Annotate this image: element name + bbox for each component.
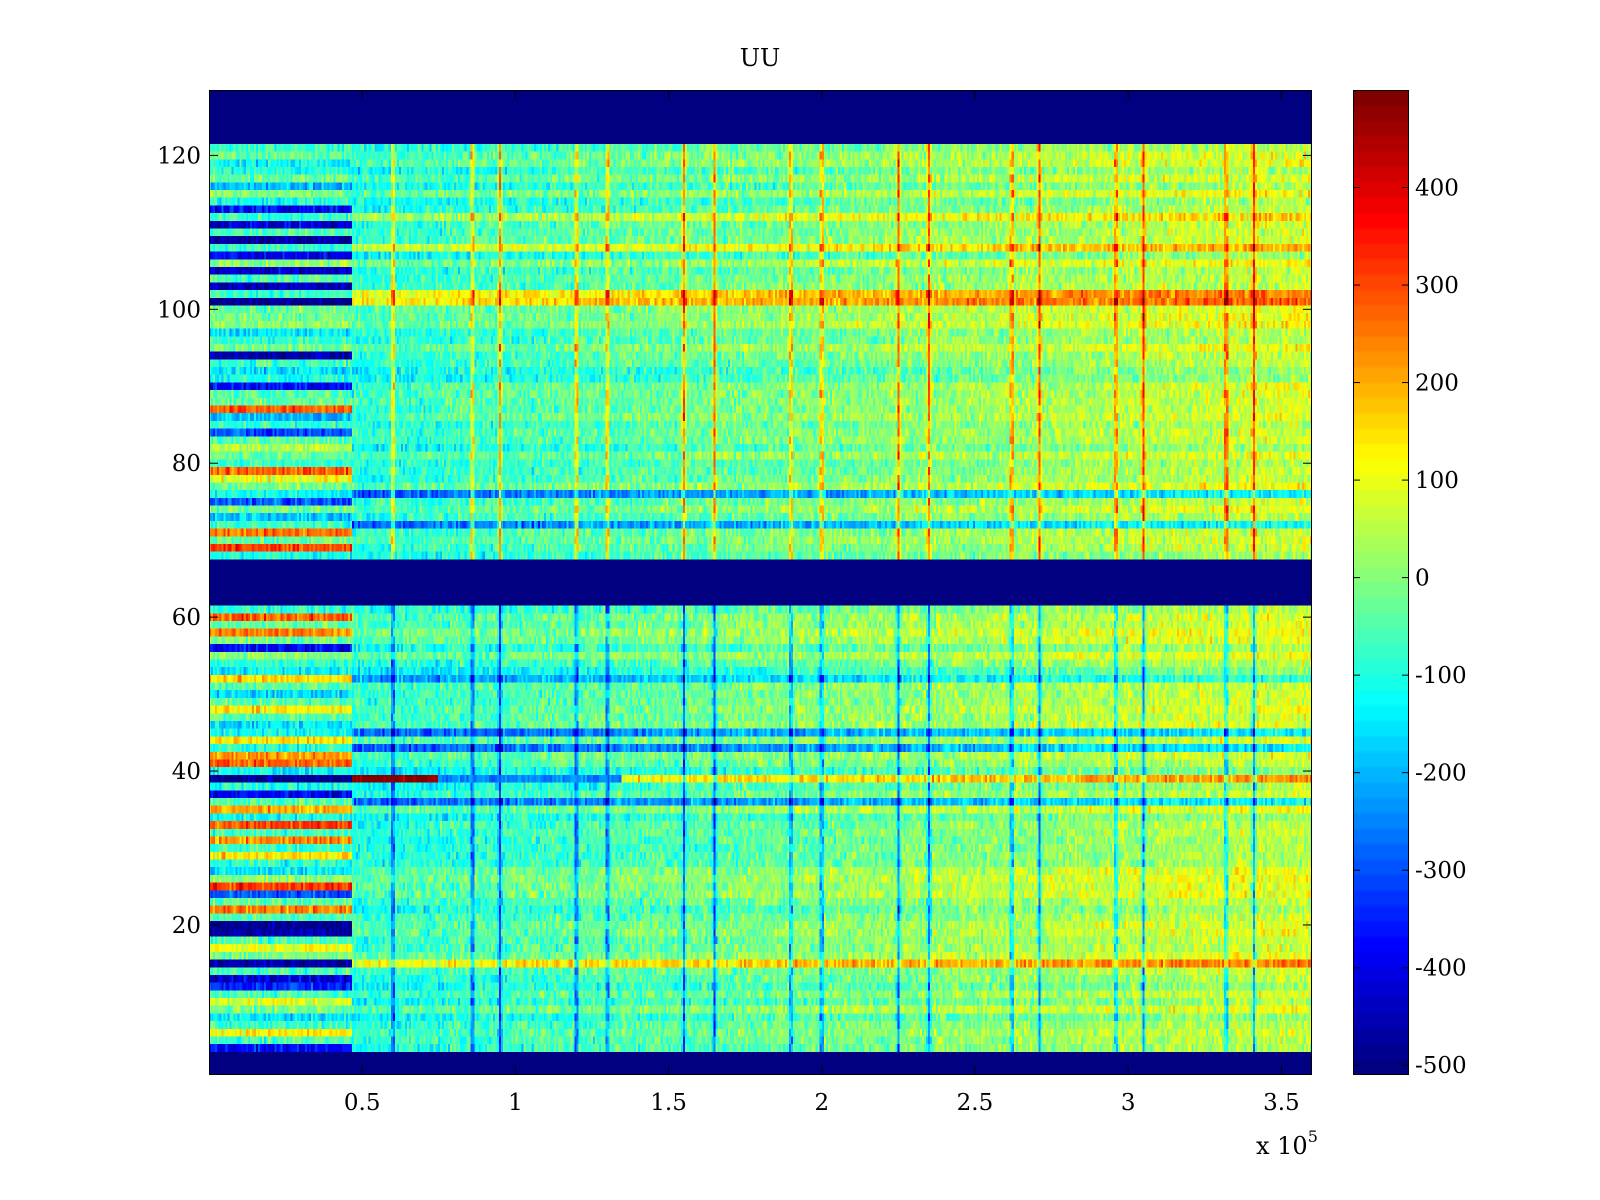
colorbar-tick-label: -100 [1415, 663, 1467, 689]
colorbar-axis: 400 300 200 100 0 -100 -200 -300 -400 -500 [1353, 176, 1467, 1079]
x-axis: 0.5 1 1.5 2 2.5 3 3.5 [344, 90, 1300, 1116]
colorbar-tick-label: 0 [1415, 566, 1430, 592]
x-tick-label: 0.5 [344, 1090, 381, 1116]
colorbar-tick-label: -400 [1415, 956, 1467, 982]
x-tick-label: 3.5 [1263, 1090, 1300, 1116]
colorbar-tick-label: -300 [1415, 858, 1467, 884]
y-tick-label: 40 [172, 759, 201, 785]
heatmap-image [209, 90, 1312, 1075]
colorbar-image [1353, 90, 1409, 1075]
x-multiplier-base: x 10 [1256, 1132, 1308, 1160]
x-multiplier-exponent: 5 [1308, 1127, 1318, 1146]
x-multiplier-label: x 105 [1256, 1127, 1318, 1160]
y-tick-label: 20 [172, 913, 201, 939]
x-tick-label: 1.5 [650, 1090, 687, 1116]
y-tick-label: 60 [172, 605, 201, 631]
x-tick-label: 2 [814, 1090, 829, 1116]
y-axis: 20 40 60 80 100 120 [157, 143, 1312, 939]
colorbar-tick-label: -500 [1415, 1053, 1467, 1079]
colorbar-frame [1353, 90, 1409, 1075]
colorbar-tick-label: 300 [1415, 273, 1459, 299]
chart-title: UU [740, 44, 780, 72]
colorbar-tick-label: 200 [1415, 371, 1459, 397]
y-tick-label: 100 [157, 297, 201, 323]
colorbar-tick-label: 400 [1415, 176, 1459, 202]
plot-frame [209, 90, 1312, 1075]
colorbar-tick-label: 100 [1415, 468, 1459, 494]
colorbar-tick-label: -200 [1415, 761, 1467, 787]
y-tick-label: 80 [172, 451, 201, 477]
x-tick-label: 1 [508, 1090, 523, 1116]
x-tick-label: 2.5 [957, 1090, 994, 1116]
y-tick-label: 120 [157, 143, 201, 169]
x-tick-label: 3 [1121, 1090, 1136, 1116]
